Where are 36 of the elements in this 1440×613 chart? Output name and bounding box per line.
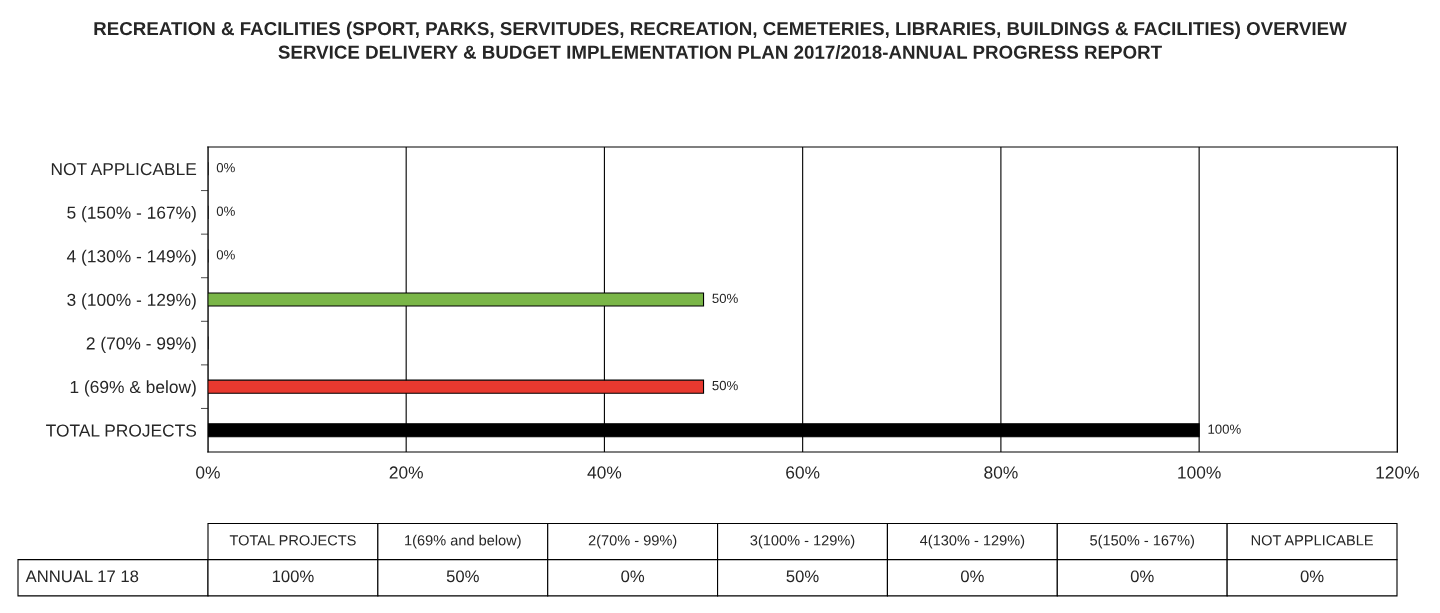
data-label: 0%	[216, 250, 235, 260]
x-tick-label: 60%	[786, 466, 820, 479]
text: 50%	[786, 570, 819, 583]
category-label: 1(69% and below)	[405, 534, 521, 549]
text: 0%	[1130, 570, 1154, 583]
x-tick-label: 20%	[389, 466, 423, 479]
text: 0%	[1300, 570, 1324, 583]
x-tick-label: 120%	[1376, 466, 1419, 479]
text: 50%	[446, 570, 479, 583]
x-tick-label: 40%	[587, 466, 622, 479]
text: 0%	[621, 570, 645, 583]
data-label: 50%	[712, 293, 738, 304]
y-tick-label: 4 (130% - 149%)	[66, 249, 196, 266]
text: 100%	[272, 570, 314, 583]
category-label: NOT APPLICABLE	[1251, 535, 1373, 546]
chart-title: RECREATION & FACILITIES (SPORT, PARKS, SERVITUDES, RECREATION, CEMETERIES, LIBRARIES, BUILDINGS & FACILITIES) OVERVIEW SERVICE DELIVERY & BUDGET IMPLEMENTATION PLAN 2017/2018-ANNUAL PROGRESS REPORT	[94, 21, 1347, 60]
y-tick-label: 5 (150% - 167%)	[67, 206, 196, 223]
category-label: 3(100% - 129%)	[750, 534, 855, 549]
category-label: ANNUAL 17 18	[25, 570, 139, 583]
text: 0%	[960, 570, 984, 583]
y-tick-label: 2 (70% - 99%)	[86, 336, 196, 353]
y-tick-label: TOTAL PROJECTS	[46, 424, 197, 437]
y-tick-label: NOT APPLICABLE	[51, 162, 197, 176]
x-tick-label: 0%	[196, 466, 220, 479]
data-label: 100%	[1208, 424, 1241, 434]
category-label: 2(70% - 99%)	[588, 534, 677, 549]
x-tick-label: 100%	[1178, 466, 1221, 479]
data-label: 50%	[712, 380, 738, 391]
category-label: 4(130% - 129%)	[920, 534, 1025, 549]
y-tick-label: 3 (100% - 129%)	[67, 293, 196, 310]
data-label: 0%	[216, 162, 235, 173]
data-label: 0%	[216, 206, 235, 216]
x-tick-label: 80%	[984, 466, 1018, 479]
y-tick-label: 1 (69% & below)	[70, 380, 196, 397]
category-label: TOTAL PROJECTS	[229, 535, 356, 546]
category-label: 5(150% - 167%)	[1090, 534, 1194, 549]
